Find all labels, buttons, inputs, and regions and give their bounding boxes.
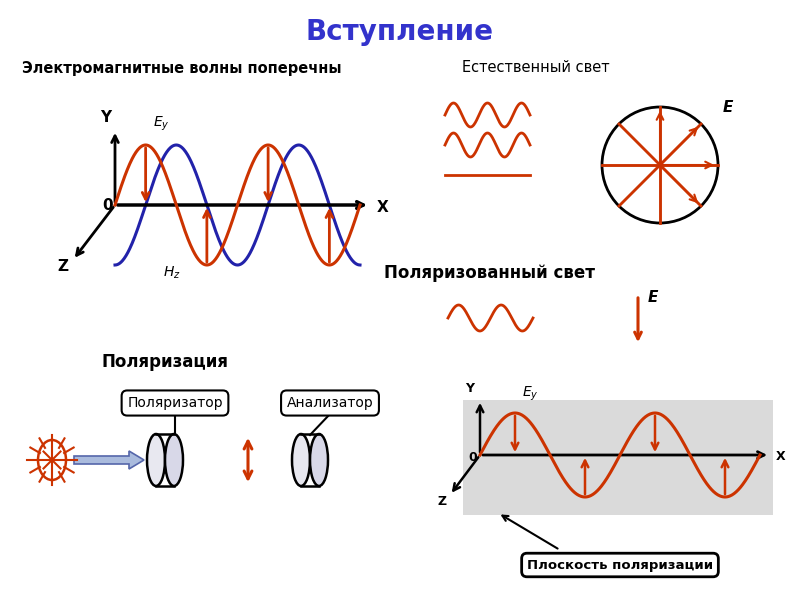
Text: Z: Z xyxy=(58,259,69,274)
Ellipse shape xyxy=(292,434,310,486)
Text: Поляризованный свет: Поляризованный свет xyxy=(385,264,595,282)
Text: Поляризатор: Поляризатор xyxy=(127,396,223,410)
Text: Естественный свет: Естественный свет xyxy=(462,61,610,76)
Text: Z: Z xyxy=(438,495,446,508)
FancyArrow shape xyxy=(74,451,144,469)
Ellipse shape xyxy=(165,434,183,486)
Ellipse shape xyxy=(310,434,328,486)
Text: Вступление: Вступление xyxy=(306,18,494,46)
Text: X: X xyxy=(377,199,389,214)
Text: Плоскость поляризации: Плоскость поляризации xyxy=(527,559,713,571)
Text: 0: 0 xyxy=(468,451,477,464)
Bar xyxy=(463,400,773,515)
Text: 0: 0 xyxy=(102,198,113,213)
Text: Электромагнитные волны поперечны: Электромагнитные волны поперечны xyxy=(22,61,342,76)
Text: Y: Y xyxy=(466,382,474,395)
Text: X: X xyxy=(776,451,786,463)
Text: E: E xyxy=(648,290,658,305)
Text: $H_z$: $H_z$ xyxy=(163,265,181,281)
Text: $E_y$: $E_y$ xyxy=(522,385,538,403)
Text: Анализатор: Анализатор xyxy=(286,396,374,410)
Ellipse shape xyxy=(147,434,165,486)
Text: $E_y$: $E_y$ xyxy=(153,115,170,133)
Text: Поляризация: Поляризация xyxy=(102,353,229,371)
Text: E: E xyxy=(723,100,734,115)
Text: Y: Y xyxy=(101,110,111,125)
